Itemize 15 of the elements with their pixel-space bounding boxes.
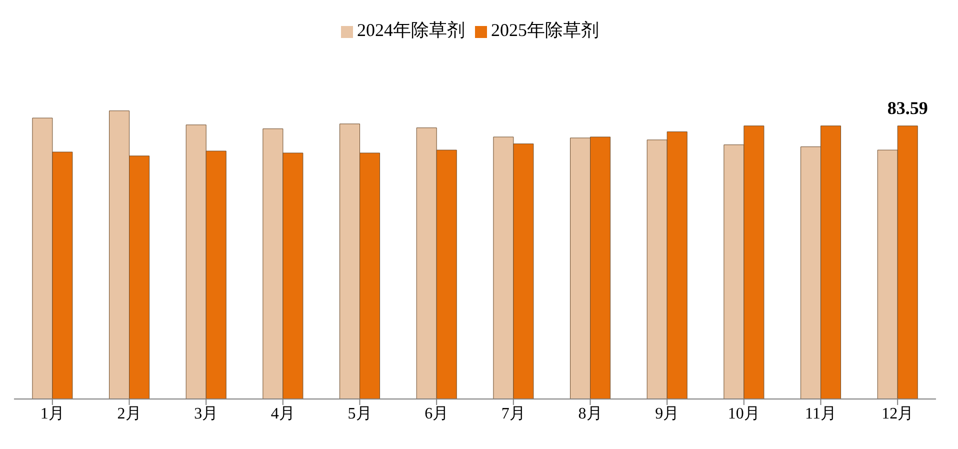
x-tick-label: 7月 [501, 405, 526, 422]
x-tick-label: 5月 [348, 405, 372, 422]
x-tick-label: 3月 [194, 405, 218, 422]
x-tick-label: 12月 [882, 405, 914, 422]
x-tick-label: 2月 [117, 405, 142, 422]
x-tick-label: 8月 [578, 405, 602, 422]
data-label: 83.59 [887, 98, 928, 118]
x-tick-label: 6月 [424, 405, 449, 422]
x-tick-label: 1月 [40, 405, 64, 422]
x-tick-label: 9月 [655, 405, 680, 422]
legend-label: 2025年除草剂 [491, 20, 599, 40]
x-tick-label: 4月 [270, 405, 295, 422]
x-tick-label: 10月 [728, 405, 760, 422]
x-tick-label: 11月 [805, 405, 836, 422]
legend-label: 2024年除草剂 [357, 20, 465, 40]
